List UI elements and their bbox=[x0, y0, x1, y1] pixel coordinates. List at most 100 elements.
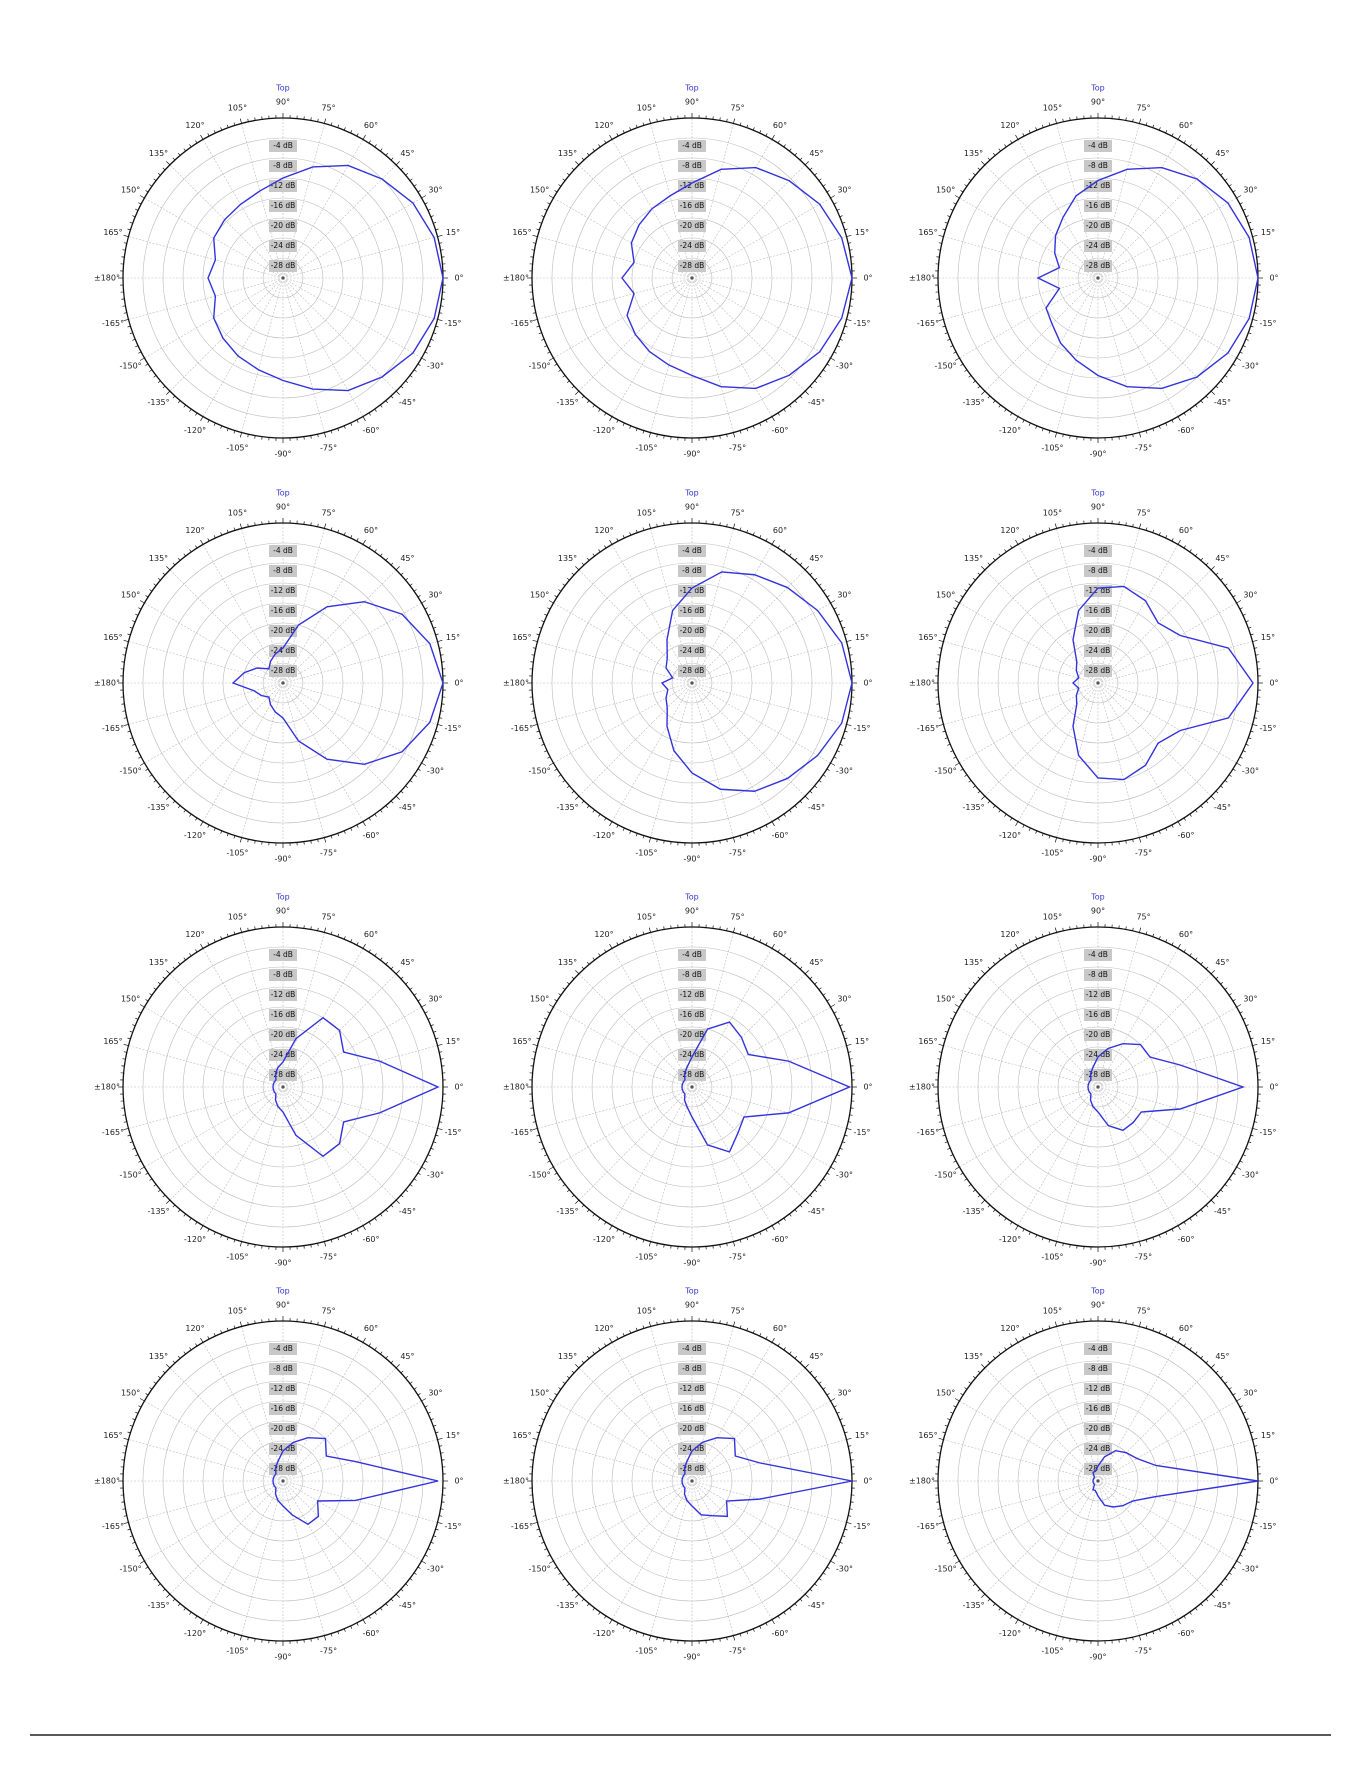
angle-tick-label: 75° bbox=[1136, 1306, 1150, 1315]
db-tick-label: -16 dB bbox=[680, 606, 705, 615]
outer-tick bbox=[978, 791, 980, 793]
top-label: Top bbox=[1090, 893, 1105, 902]
outer-tick bbox=[778, 546, 780, 549]
angle-tick-label: -105° bbox=[1041, 1253, 1063, 1262]
angle-tick-label: 105° bbox=[228, 508, 247, 517]
db-tick-label: -28 dB bbox=[680, 666, 705, 675]
angle-tick-label: -120° bbox=[184, 831, 206, 840]
angle-tick-label: -15° bbox=[444, 319, 461, 328]
outer-tick bbox=[1225, 375, 1227, 377]
outer-tick bbox=[800, 396, 802, 398]
angle-tick-label: -135° bbox=[556, 398, 578, 407]
angle-tick-label: -45° bbox=[808, 1601, 825, 1610]
db-tick-label: -4 dB bbox=[273, 546, 293, 555]
outer-tick bbox=[1248, 1142, 1251, 1143]
outer-tick bbox=[425, 608, 428, 609]
outer-tick bbox=[163, 168, 165, 170]
outer-tick bbox=[1195, 1608, 1197, 1610]
outer-tick bbox=[369, 141, 371, 144]
outer-tick bbox=[617, 1623, 618, 1626]
angle-tick-label: 120° bbox=[1000, 930, 1019, 939]
angle-tick-label: 0° bbox=[1269, 679, 1278, 688]
outer-tick bbox=[1042, 1328, 1043, 1331]
outer-tick bbox=[831, 1399, 835, 1402]
outer-tick bbox=[800, 1599, 802, 1601]
angle-tick-label: -150° bbox=[935, 362, 957, 371]
angle-tick-label: 120° bbox=[1000, 526, 1019, 535]
outer-tick bbox=[208, 825, 209, 828]
outer-tick bbox=[587, 1356, 589, 1358]
outer-tick bbox=[154, 179, 156, 181]
outer-tick bbox=[1190, 409, 1192, 411]
polar-chart: 90°75°60°45°30°15°0°-15°-30°-45°-60°-75°… bbox=[94, 893, 464, 1268]
outer-tick bbox=[955, 1561, 959, 1564]
outer-tick bbox=[357, 1336, 358, 1339]
outer-tick bbox=[567, 1190, 569, 1192]
outer-tick bbox=[842, 627, 845, 628]
outer-tick bbox=[138, 1406, 141, 1407]
outer-tick bbox=[784, 144, 786, 146]
outer-tick bbox=[201, 1620, 204, 1624]
outer-tick bbox=[1139, 433, 1140, 438]
outer-tick bbox=[369, 1616, 371, 1619]
outer-tick bbox=[953, 352, 956, 353]
outer-tick bbox=[406, 578, 408, 580]
outer-tick bbox=[823, 185, 825, 187]
outer-tick bbox=[158, 1190, 160, 1192]
outer-tick bbox=[789, 958, 791, 960]
angle-tick-label: 90° bbox=[685, 503, 699, 512]
outer-tick bbox=[1201, 962, 1203, 964]
angle-tick-label: -165° bbox=[917, 1128, 939, 1137]
outer-tick bbox=[819, 1184, 821, 1186]
db-tick-label: -4 dB bbox=[273, 950, 293, 959]
angle-tick-label: -150° bbox=[529, 362, 551, 371]
outer-tick bbox=[124, 1522, 129, 1523]
outer-tick bbox=[784, 814, 786, 816]
top-label: Top bbox=[684, 1287, 699, 1296]
outer-tick bbox=[1221, 1584, 1223, 1586]
outer-tick bbox=[1248, 333, 1251, 334]
outer-tick bbox=[805, 161, 809, 165]
angle-tick-label: 60° bbox=[773, 121, 787, 130]
outer-tick bbox=[766, 825, 767, 828]
angle-tick-label: 150° bbox=[936, 186, 955, 195]
outer-tick bbox=[1172, 538, 1173, 541]
db-tick-label: -20 dB bbox=[271, 626, 296, 635]
outer-tick bbox=[1240, 203, 1243, 204]
polar-chart: 90°75°60°45°30°15°0°-15°-30°-45°-60°-75°… bbox=[909, 489, 1279, 864]
outer-tick bbox=[338, 1631, 339, 1634]
outer-tick bbox=[969, 1184, 971, 1186]
outer-tick bbox=[842, 1142, 845, 1143]
angle-tick-label: -15° bbox=[1259, 724, 1276, 733]
outer-tick bbox=[636, 1328, 637, 1331]
angle-tick-label: 120° bbox=[1000, 1324, 1019, 1333]
outer-tick bbox=[1211, 161, 1215, 165]
outer-tick bbox=[582, 563, 584, 565]
outer-tick bbox=[422, 196, 426, 199]
angle-tick-label: -105° bbox=[635, 444, 657, 453]
outer-tick bbox=[124, 319, 129, 320]
angle-tick-label: -120° bbox=[593, 831, 615, 840]
outer-tick bbox=[227, 934, 228, 937]
angle-tick-label: -75° bbox=[729, 444, 746, 453]
angle-tick-label: 75° bbox=[1136, 103, 1150, 112]
outer-tick bbox=[173, 1599, 175, 1601]
outer-tick bbox=[227, 530, 228, 533]
outer-tick bbox=[1221, 982, 1223, 984]
outer-tick bbox=[969, 375, 971, 377]
outer-tick bbox=[146, 190, 149, 192]
outer-tick bbox=[357, 825, 358, 828]
outer-tick bbox=[396, 161, 400, 165]
outer-tick bbox=[406, 1584, 408, 1586]
outer-tick bbox=[375, 1612, 377, 1614]
outer-tick bbox=[733, 119, 734, 124]
angle-tick-label: -75° bbox=[1135, 1253, 1152, 1262]
outer-tick bbox=[842, 1536, 845, 1537]
outer-tick bbox=[1190, 549, 1192, 551]
outer-tick bbox=[396, 566, 400, 570]
outer-tick bbox=[1184, 1616, 1186, 1619]
outer-tick bbox=[1184, 818, 1186, 821]
outer-tick bbox=[1237, 1561, 1241, 1564]
outer-tick bbox=[363, 417, 366, 421]
angle-tick-label: 150° bbox=[530, 186, 549, 195]
